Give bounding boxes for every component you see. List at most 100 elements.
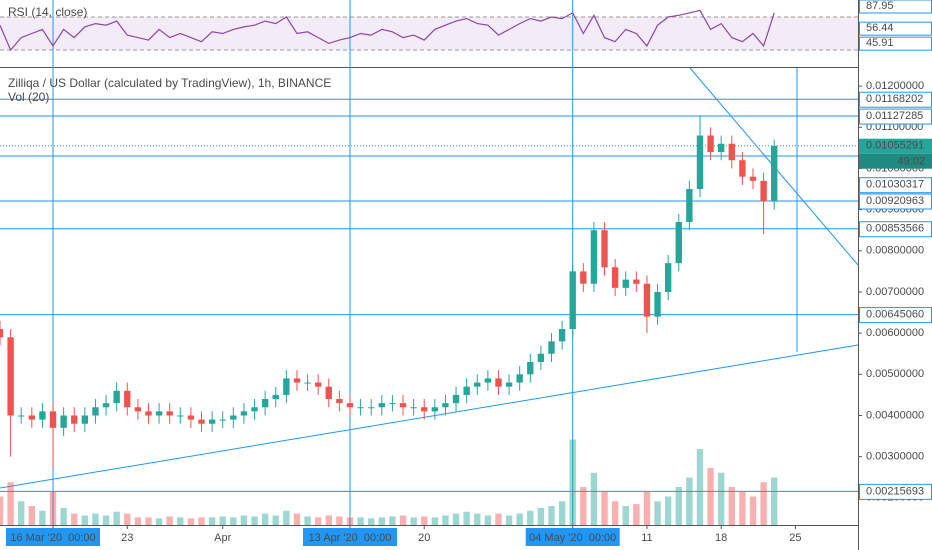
volume-bar: [368, 518, 375, 525]
rsi-label: 56.44: [866, 22, 894, 34]
volume-bar: [113, 511, 120, 525]
candle-body: [293, 378, 301, 383]
price-label: 0.01030317: [866, 179, 924, 191]
volume-bar: [771, 477, 778, 525]
volume-bar: [452, 513, 460, 525]
volume-bar: [643, 491, 651, 525]
rsi-label: 87.95: [866, 0, 894, 12]
volume-bar: [558, 501, 566, 525]
candle-body: [145, 411, 152, 416]
y-tick-label: 0.00600000: [866, 327, 924, 339]
volume-bar: [346, 517, 354, 525]
volume-bar: [124, 513, 131, 525]
volume-bar: [208, 517, 216, 525]
x-tick-label: 11: [641, 532, 652, 544]
candle-body: [537, 353, 545, 362]
candle-body: [474, 382, 481, 387]
volume-bar: [463, 511, 470, 525]
y-tick-label: 0.00500000: [866, 368, 924, 380]
candle-body: [198, 419, 205, 424]
x-tick-label: 16 Mar '20 00:00: [10, 532, 95, 544]
candle-body: [92, 407, 99, 416]
candle-body: [643, 283, 651, 317]
candle-body: [495, 378, 502, 387]
candle-body: [590, 230, 598, 284]
candle-body: [686, 189, 693, 222]
x-tick-label: 04 May '20 00:00: [529, 532, 616, 544]
price-axis: [859, 0, 932, 550]
candle-body: [113, 390, 120, 404]
candle-body: [314, 382, 322, 387]
volume-bar: [749, 496, 757, 525]
candle-body: [230, 415, 237, 420]
y-tick-label: 0.00400000: [866, 409, 924, 421]
volume-bar: [251, 516, 258, 525]
candle-body: [102, 403, 110, 408]
volume-bar: [537, 507, 545, 525]
chart-title: Zilliqa / US Dollar (calculated by Tradi…: [8, 76, 331, 90]
price-label: 0.00645060: [866, 308, 924, 320]
volume-bar: [198, 517, 205, 525]
volume-bar: [314, 517, 322, 525]
volume-bar: [399, 515, 407, 525]
candle-body: [463, 386, 470, 395]
volume-bar: [484, 515, 492, 525]
candle-body: [0, 329, 4, 338]
x-tick-label: 25: [789, 532, 801, 544]
candle-body: [749, 176, 757, 181]
candle-body: [357, 407, 364, 409]
candle-body: [7, 337, 14, 416]
candle-body: [558, 329, 566, 342]
y-tick-label: 0.00700000: [866, 286, 924, 298]
volume-bar: [187, 518, 195, 525]
candle-body: [71, 415, 78, 424]
volume-bar: [527, 510, 534, 525]
candle-body: [39, 411, 46, 420]
candle-body: [410, 407, 417, 409]
chart-subtitle: Vol (20): [8, 90, 49, 104]
candle-body: [219, 419, 226, 421]
volume-bar: [728, 487, 735, 525]
price-label: 0.00920963: [866, 195, 924, 207]
candle-body: [771, 145, 778, 202]
volume-bar: [177, 517, 184, 525]
candle-body: [484, 378, 492, 383]
candle-body: [81, 415, 89, 424]
candle-body: [675, 221, 682, 264]
volume-bar: [739, 491, 746, 525]
x-tick-label: 18: [715, 532, 727, 544]
volume-bar: [261, 513, 269, 525]
volume-bar: [230, 517, 237, 525]
candle-body: [728, 143, 735, 161]
y-tick-label: 0.00800000: [866, 245, 924, 257]
candle-body: [134, 407, 142, 412]
volume-bar: [18, 501, 25, 525]
candle-body: [569, 271, 576, 330]
candle-body: [760, 180, 767, 202]
volume-bar: [272, 515, 279, 525]
rsi-title: RSI (14, close): [8, 5, 87, 19]
volume-bar: [686, 477, 693, 525]
candle-body: [611, 267, 619, 288]
volume-bar: [516, 513, 523, 525]
candle-body: [431, 407, 439, 412]
price-label: 0.01127285: [866, 110, 923, 122]
volume-bar: [718, 472, 725, 525]
rsi-label: 45.91: [866, 37, 894, 49]
countdown-bg: [859, 153, 932, 169]
candle-body: [304, 382, 311, 384]
volume-bar: [134, 517, 142, 525]
volume-bar: [60, 507, 67, 525]
candle-body: [325, 386, 332, 400]
candle-body: [261, 399, 269, 408]
volume-bar: [442, 515, 449, 525]
candle-body: [368, 407, 375, 409]
x-tick-label: 20: [418, 532, 430, 544]
volume-bar: [336, 516, 343, 525]
volume-bar: [601, 491, 608, 525]
volume-bar: [325, 515, 332, 525]
volume-bar: [611, 501, 619, 525]
volume-bar: [675, 487, 682, 525]
